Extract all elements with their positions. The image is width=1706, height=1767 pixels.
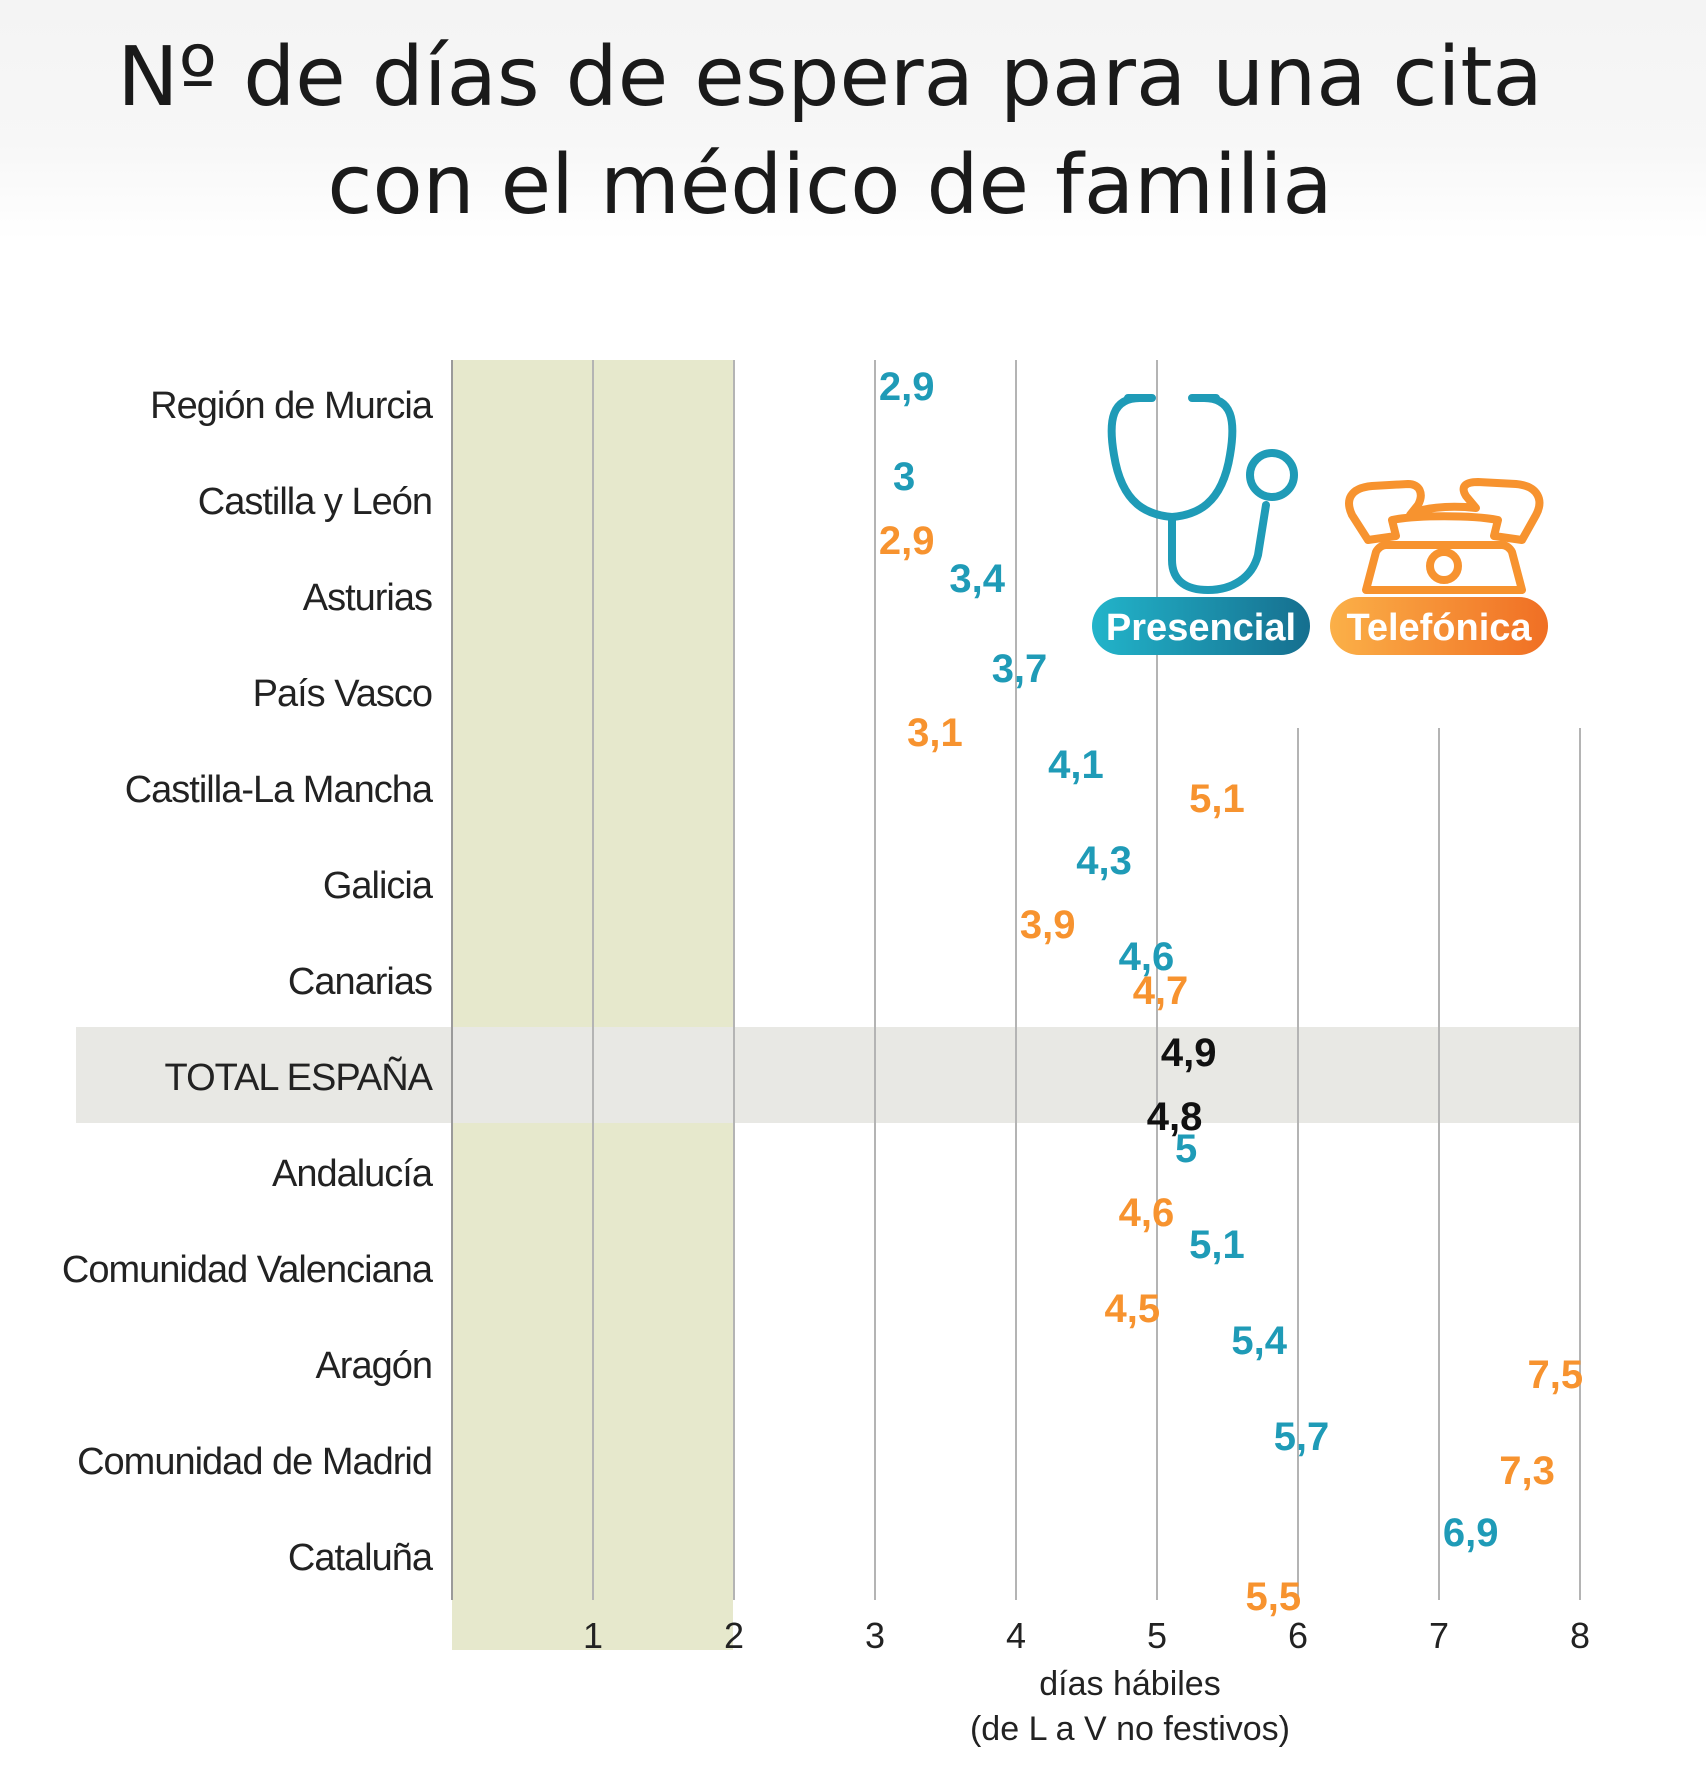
bars bbox=[445, 395, 1518, 1575]
value-label-presencial: 4,9 bbox=[1161, 1031, 1217, 1075]
category-label: País Vasco bbox=[253, 673, 432, 715]
value-label-telefonica: 7,5 bbox=[1528, 1353, 1584, 1397]
x-tick-label: 8 bbox=[1570, 1615, 1590, 1656]
stethoscope-icon bbox=[1107, 394, 1298, 595]
chart-title: Nº de días de espera para una cita con e… bbox=[60, 24, 1600, 240]
legend-label-presencial: Presencial bbox=[1106, 607, 1296, 649]
x-tick-label: 5 bbox=[1147, 1615, 1167, 1656]
value-label-presencial: 6,9 bbox=[1443, 1511, 1499, 1555]
value-label-telefonica: 7,3 bbox=[1499, 1449, 1555, 1493]
value-label-presencial: 5,7 bbox=[1274, 1415, 1330, 1459]
x-tick-label: 2 bbox=[724, 1615, 744, 1656]
x-axis-title: días hábiles bbox=[1039, 1665, 1220, 1703]
category-label: Castilla y León bbox=[198, 481, 432, 523]
category-label: Galicia bbox=[323, 865, 434, 907]
x-tick-label: 7 bbox=[1429, 1615, 1449, 1656]
chart-title-line-2: con el médico de familia bbox=[327, 138, 1333, 233]
value-label-telefonica: 4,7 bbox=[1133, 969, 1189, 1013]
telephone-icon bbox=[1345, 478, 1544, 594]
value-label-telefonica: 3,9 bbox=[1020, 903, 1076, 947]
legend-label-telefonica: Telefónica bbox=[1346, 607, 1532, 649]
category-label: Canarias bbox=[288, 961, 432, 1003]
value-labels: 2,932,93,43,73,14,15,14,33,94,64,74,94,8… bbox=[879, 365, 1583, 1619]
value-label-telefonica: 2,9 bbox=[879, 519, 935, 563]
value-label-presencial: 3,7 bbox=[992, 647, 1048, 691]
category-label: Comunidad Valenciana bbox=[62, 1249, 434, 1291]
value-label-telefonica: 5,5 bbox=[1246, 1575, 1302, 1619]
x-tick-label: 6 bbox=[1288, 1615, 1308, 1656]
value-label-telefonica: 4,5 bbox=[1105, 1287, 1161, 1331]
category-label: TOTAL ESPAÑA bbox=[165, 1056, 434, 1099]
legend-pill-presencial bbox=[1092, 597, 1310, 655]
x-tick-label: 3 bbox=[865, 1615, 885, 1656]
value-label-telefonica: 4,8 bbox=[1147, 1095, 1203, 1139]
value-label-presencial: 4,3 bbox=[1076, 839, 1132, 883]
category-label: Cataluña bbox=[288, 1537, 434, 1579]
x-tick-label: 1 bbox=[583, 1615, 603, 1656]
value-label-presencial: 2,9 bbox=[879, 365, 935, 409]
category-label: Comunidad de Madrid bbox=[77, 1441, 432, 1483]
category-label: Asturias bbox=[303, 577, 432, 619]
value-label-presencial: 4,6 bbox=[1119, 935, 1175, 979]
legend-pill-telefonica bbox=[1330, 597, 1548, 655]
value-label-presencial: 3,4 bbox=[949, 557, 1005, 601]
value-label-presencial: 5,1 bbox=[1189, 1223, 1245, 1267]
title-band bbox=[0, 0, 1706, 240]
value-label-presencial: 5 bbox=[1175, 1127, 1197, 1171]
category-labels: Región de Murcia Castilla y León Asturias P… bbox=[62, 385, 435, 1579]
value-label-telefonica: 5,1 bbox=[1189, 777, 1245, 821]
x-axis-ticks: 1 2 3 4 5 6 7 8 bbox=[583, 1615, 1590, 1656]
value-label-telefonica: 4,6 bbox=[1119, 1191, 1175, 1235]
category-label: Andalucía bbox=[272, 1153, 434, 1195]
value-label-presencial: 5,4 bbox=[1231, 1319, 1287, 1363]
x-tick-label: 4 bbox=[1006, 1615, 1026, 1656]
category-label: Aragón bbox=[315, 1345, 432, 1387]
value-label-presencial: 4,1 bbox=[1048, 743, 1104, 787]
category-label: Región de Murcia bbox=[150, 385, 434, 427]
category-label: Castilla-La Mancha bbox=[125, 769, 434, 811]
legend: Presencial Telefónica bbox=[1092, 394, 1548, 655]
chart-title-line-1: Nº de días de espera para una cita bbox=[117, 30, 1543, 125]
value-label-telefonica: 3,1 bbox=[907, 711, 963, 755]
x-axis-note: (de L a V no festivos) bbox=[970, 1710, 1290, 1748]
value-label-presencial: 3 bbox=[893, 455, 915, 499]
